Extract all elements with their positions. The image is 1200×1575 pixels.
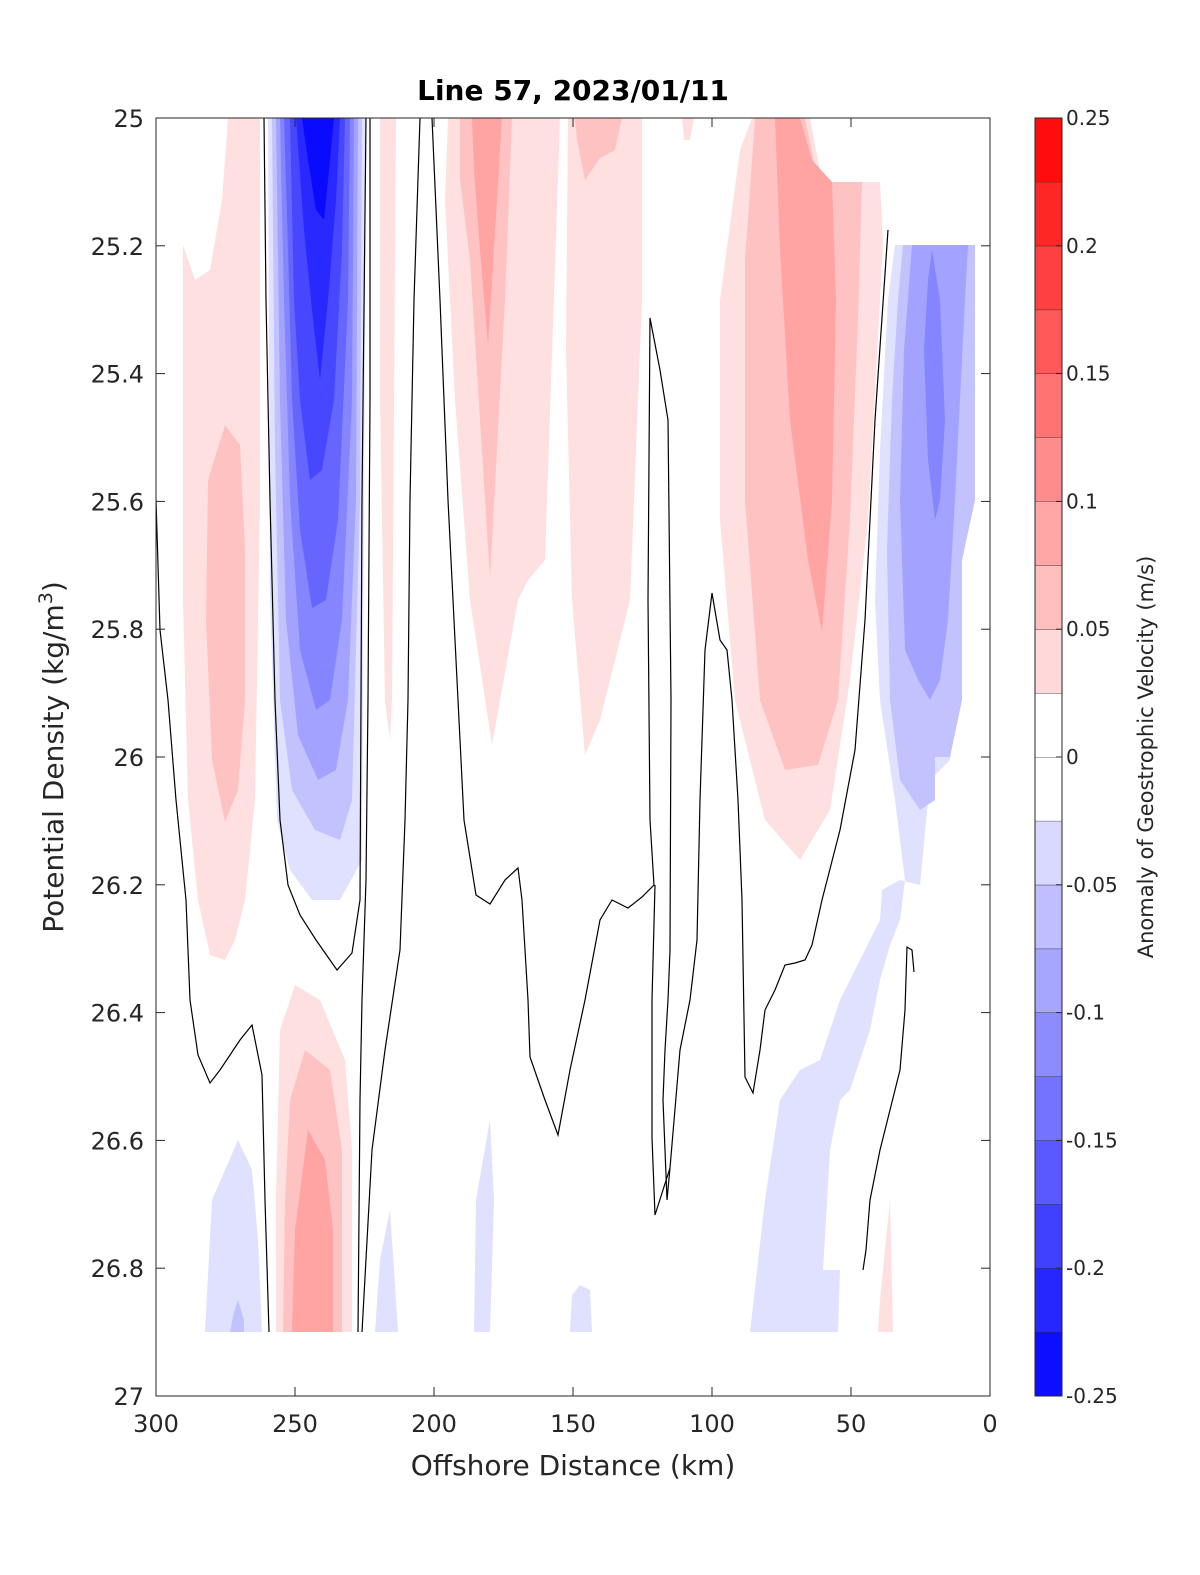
contour-band-nearshore-negative-4	[924, 250, 945, 520]
y-tick-label: 26.2	[91, 872, 144, 900]
colorbar-tick-label: 0.1	[1066, 489, 1098, 513]
contour-band-deep-negative-offshore-core	[230, 1300, 244, 1332]
colorbar-band	[1035, 884, 1062, 949]
colorbar-band	[1035, 1204, 1062, 1269]
colorbar-tick-label: 0.25	[1066, 106, 1111, 130]
x-tick-label: 250	[272, 1410, 318, 1438]
y-tick-label: 25.2	[91, 233, 144, 261]
y-tick-label: 25.6	[91, 488, 144, 516]
y-tick-label: 26.8	[91, 1255, 144, 1283]
zero-contour-offshore	[156, 499, 270, 1333]
colorbar-band	[1035, 245, 1062, 310]
colorbar-band	[1035, 309, 1062, 374]
colorbar	[1035, 117, 1062, 1396]
colorbar-band	[1035, 948, 1062, 1013]
contour-band-core-negative-7	[296, 118, 340, 380]
y-tick-label: 26.4	[91, 1000, 144, 1028]
x-tick-label: 300	[133, 1410, 179, 1438]
x-axis-title: Offshore Distance (km)	[411, 1449, 736, 1482]
x-tick-label: 50	[836, 1410, 867, 1438]
colorbar-band	[1035, 693, 1062, 757]
x-tick-label: 150	[550, 1410, 596, 1438]
zero-contour-core-west	[263, 118, 367, 971]
colorbar-band	[1035, 373, 1062, 438]
contour-band-offshore-strip	[380, 118, 396, 740]
y-tick-label: 27	[113, 1383, 144, 1411]
zero-contour-nearshore	[862, 945, 915, 1271]
colorbar-band	[1035, 757, 1062, 821]
y-axis-title: Potential Density (kg/m3)	[35, 581, 70, 933]
colorbar-band	[1035, 1076, 1062, 1141]
colorbar-tick-label: -0.1	[1066, 1001, 1105, 1025]
x-axis: 300 250 200 150 100 50 0	[133, 118, 998, 1438]
colorbar-tick-label: 0	[1066, 745, 1079, 769]
colorbar-band	[1035, 629, 1062, 694]
colorbar-title: Anomaly of Geostrophic Velocity (m/s)	[1134, 556, 1158, 959]
y-tick-label: 26	[113, 744, 144, 772]
colorbar-band	[1035, 1268, 1062, 1333]
contour-band-small-positive	[682, 118, 694, 140]
zero-velocity-contour	[156, 118, 915, 1333]
contour-band-deep-positive-3	[292, 1130, 333, 1332]
contour-band-bottom-positive	[878, 1200, 893, 1332]
zero-contour-core-east	[357, 118, 371, 1333]
contour-band-offshore-positive-2	[206, 425, 245, 822]
colorbar-band	[1035, 820, 1062, 885]
y-tick-label: 25.4	[91, 361, 144, 389]
contour-band-mid-positive-5	[575, 118, 622, 180]
zero-contour-mid	[431, 118, 672, 1201]
x-tick-label: 100	[689, 1410, 735, 1438]
colorbar-band	[1035, 118, 1062, 182]
zero-contour-loop	[651, 229, 889, 1216]
colorbar-ticks: 0.25 0.2 0.15 0.1 0.05 0 -0.05 -0.1 -0.15 -0.2 -0.…	[1056, 106, 1118, 1408]
contour-band-mid-positive-2	[460, 118, 512, 578]
contour-band-core-negative-8	[302, 118, 334, 220]
contour-band-nearshore-positive-3	[775, 118, 836, 632]
y-tick-label: 26.6	[91, 1127, 144, 1155]
y-axis-title-superscript: 3	[35, 592, 57, 604]
contour-band-deep-negative-mid	[474, 1120, 494, 1332]
colorbar-tick-label: 0.15	[1066, 362, 1111, 386]
x-tick-label: 200	[411, 1410, 457, 1438]
colorbar-band	[1035, 181, 1062, 246]
colorbar-band	[1035, 1140, 1062, 1205]
colorbar-tick-label: -0.25	[1066, 1384, 1118, 1408]
colorbar-tick-label: -0.2	[1066, 1256, 1105, 1280]
contour-band-mid-positive-3	[472, 118, 502, 345]
colorbar-band	[1035, 437, 1062, 502]
colorbar-band	[1035, 1012, 1062, 1077]
colorbar-tick-label: 0.05	[1066, 617, 1111, 641]
contour-band-deep-negative-small	[570, 1285, 592, 1332]
colorbar-band	[1035, 1332, 1062, 1396]
colorbar-tick-label: -0.05	[1066, 873, 1118, 897]
contour-band-mid-positive-4	[566, 118, 642, 755]
y-axis-title-main: Potential Density (kg/m	[37, 604, 70, 933]
chart-title: Line 57, 2023/01/11	[417, 74, 729, 107]
contour-band-deep-negative-strip	[375, 1210, 398, 1332]
y-axis-title-close: )	[37, 581, 70, 592]
velocity-contour-fill	[183, 118, 975, 1332]
y-axis: 25 25.2 25.4 25.6 25.8 26 26.2 26.4 26.6 26.8 27	[91, 105, 990, 1411]
contour-band-deep-negative-offshore	[205, 1140, 262, 1332]
colorbar-tick-label: -0.15	[1066, 1128, 1118, 1152]
zero-contour-central	[361, 118, 421, 1333]
y-tick-label: 25	[113, 105, 144, 133]
colorbar-band	[1035, 565, 1062, 630]
x-tick-label: 0	[982, 1410, 997, 1438]
colorbar-band	[1035, 501, 1062, 566]
colorbar-tick-label: 0.2	[1066, 234, 1098, 258]
y-tick-label: 25.8	[91, 616, 144, 644]
